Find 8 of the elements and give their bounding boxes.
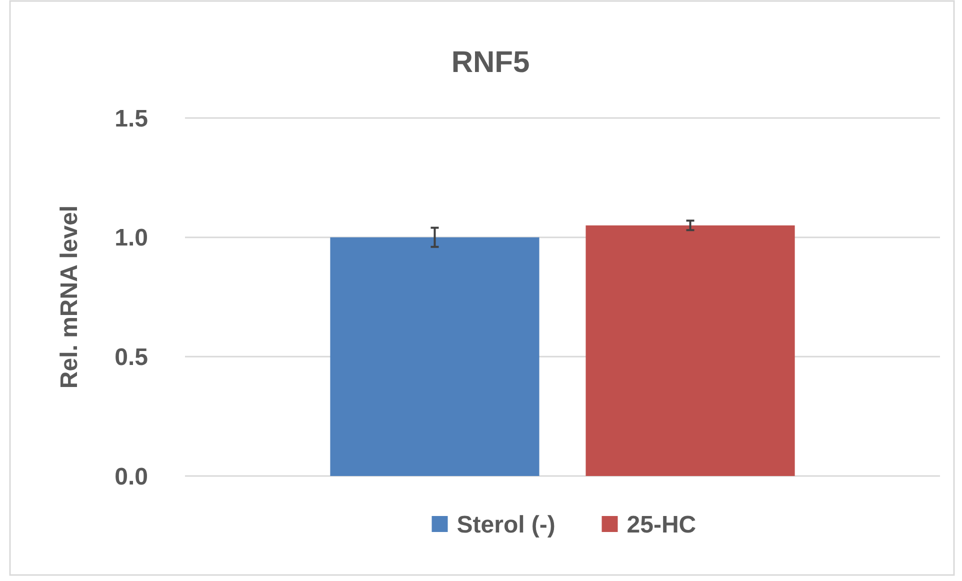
y-tick-label: 0.5 — [114, 344, 148, 372]
legend-label: 25-HC — [626, 511, 696, 538]
y-axis-title: Rel. mRNA level — [56, 205, 83, 389]
y-tick-label: 0.0 — [114, 463, 148, 490]
chart-title: RNF5 — [451, 46, 530, 79]
y-tick-label: 1.5 — [114, 105, 148, 132]
legend-label: Sterol (-) — [456, 511, 556, 538]
y-tick-label: 1.0 — [114, 224, 148, 252]
